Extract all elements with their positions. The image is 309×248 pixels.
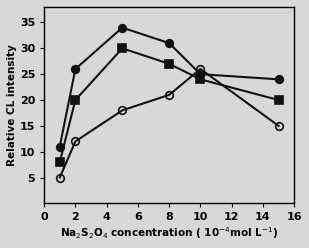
Y-axis label: Relative CL intensity: Relative CL intensity bbox=[7, 44, 17, 166]
X-axis label: Na$_2$S$_2$O$_4$ concentration ( 10$^{-4}$mol L$^{-1}$): Na$_2$S$_2$O$_4$ concentration ( 10$^{-4… bbox=[60, 225, 278, 241]
